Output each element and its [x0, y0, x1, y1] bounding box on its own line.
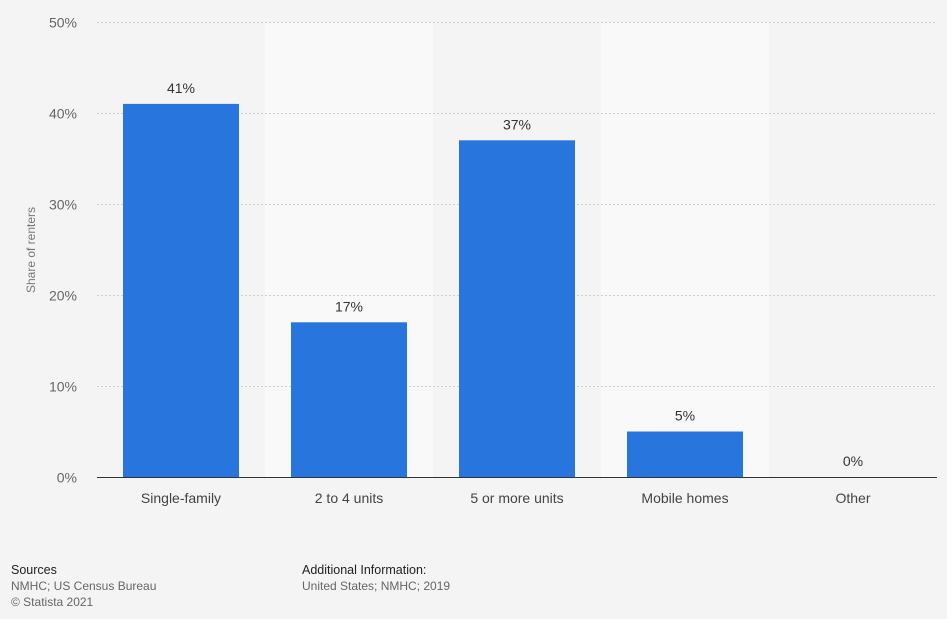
chart-svg: 0% 10% 20% 30% 40% 50% Share of renters 41% 17…	[24, 15, 937, 506]
y-tick-label: 0%	[57, 470, 77, 486]
data-label: 5%	[675, 408, 695, 424]
copyright-line: © Statista 2021	[11, 595, 94, 609]
x-tick-label: Other	[835, 490, 870, 506]
y-axis-ticks: 0% 10% 20% 30% 40% 50%	[49, 15, 77, 486]
y-tick-label: 30%	[49, 197, 77, 213]
y-tick-label: 50%	[49, 15, 77, 31]
bar	[291, 322, 407, 477]
y-tick-label: 20%	[49, 288, 77, 304]
bar	[627, 431, 743, 477]
sources-block: Sources NMHC; US Census Bureau © Statist…	[11, 562, 156, 610]
sources-heading: Sources	[11, 563, 57, 577]
y-tick-label: 10%	[49, 379, 77, 395]
y-tick-label: 40%	[49, 106, 77, 122]
data-labels: 41% 17% 37% 5% 0%	[167, 80, 863, 469]
bar	[459, 140, 575, 478]
additional-info-block: Additional Information: United States; N…	[302, 562, 450, 594]
bar-chart: 0% 10% 20% 30% 40% 50% Share of renters 41% 17…	[24, 15, 937, 506]
data-label: 41%	[167, 80, 195, 96]
x-tick-label: Mobile homes	[641, 490, 728, 506]
x-tick-label: 5 or more units	[470, 490, 563, 506]
additional-info-line: United States; NMHC; 2019	[302, 579, 451, 593]
bars	[123, 103, 743, 478]
x-tick-label: Single-family	[141, 490, 221, 506]
x-tick-label: 2 to 4 units	[315, 490, 384, 506]
x-axis-ticks: Single-family 2 to 4 units 5 or more units…	[141, 490, 871, 506]
bar	[123, 103, 239, 478]
data-label: 37%	[503, 116, 531, 132]
category-band	[601, 22, 769, 477]
sources-line: NMHC; US Census Bureau	[11, 579, 157, 593]
data-label: 17%	[335, 298, 363, 314]
additional-info-heading: Additional Information:	[302, 563, 427, 577]
data-label: 0%	[843, 453, 863, 469]
y-axis-label: Share of renters	[24, 207, 38, 293]
